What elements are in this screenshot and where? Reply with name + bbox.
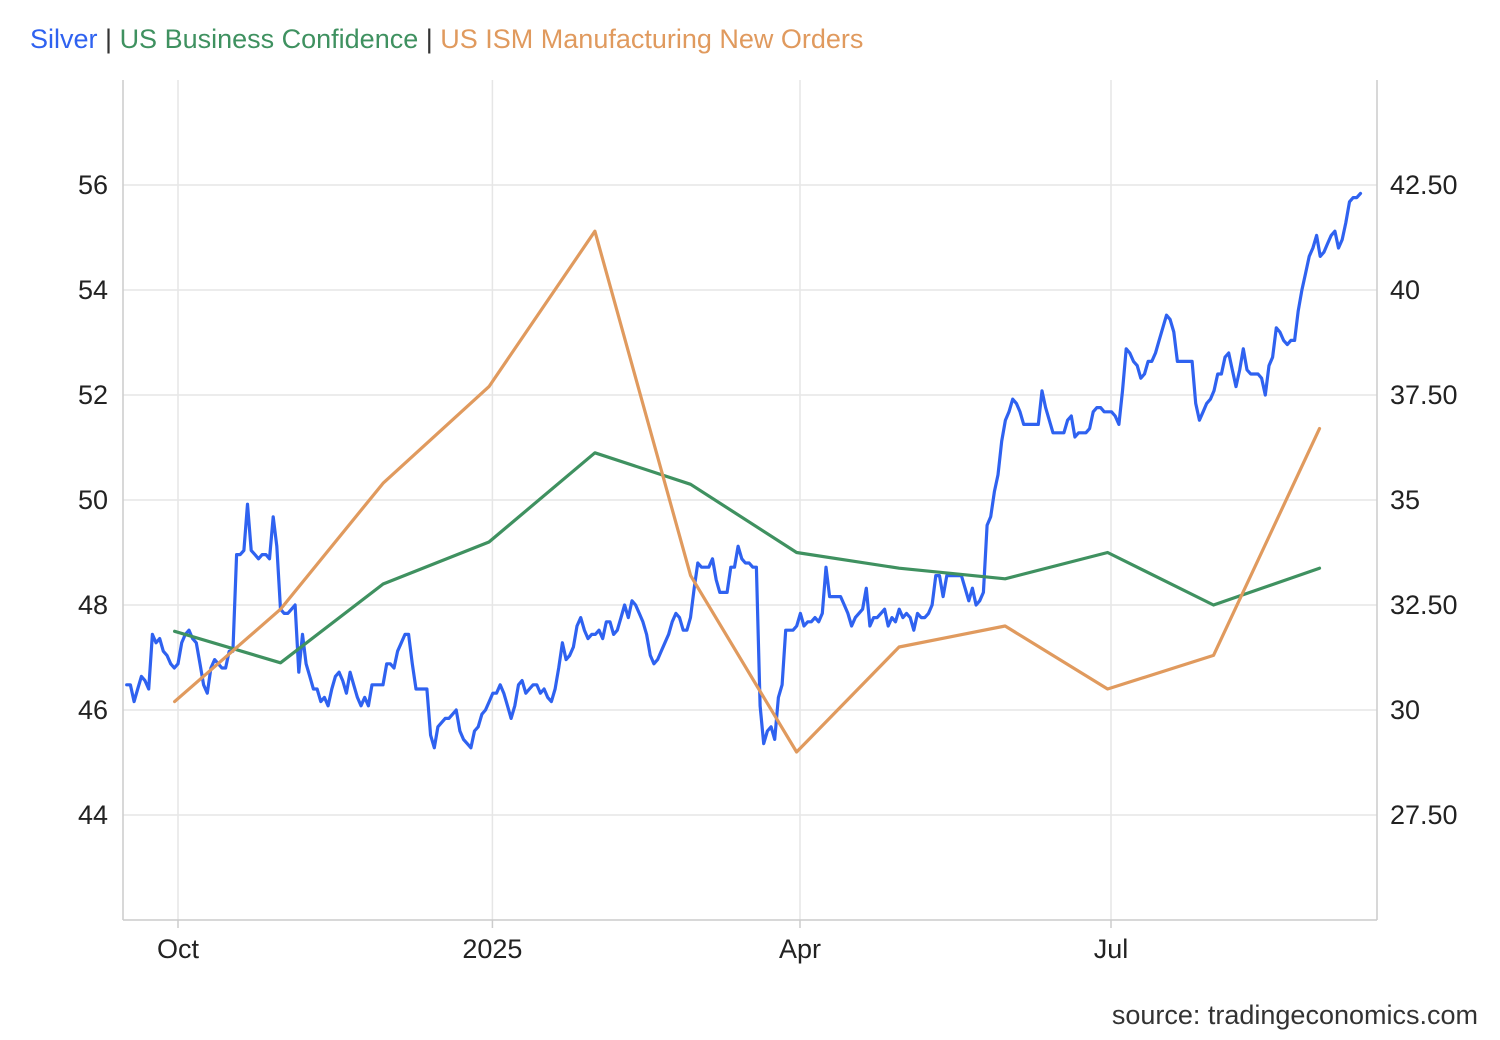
- legend-separator: |: [425, 24, 433, 54]
- legend-ism-new-orders[interactable]: US ISM Manufacturing New Orders: [440, 24, 864, 54]
- source-credit: source: tradingeconomics.com: [1111, 1000, 1478, 1030]
- x-axis-tick: Jul: [1094, 934, 1129, 964]
- series-line-us-ism-manufacturing-new-orders: [173, 229, 1322, 754]
- series-line-silver: [125, 191, 1363, 750]
- right-axis-tick: 42.50: [1390, 170, 1458, 200]
- legend-us-business-confidence[interactable]: US Business Confidence: [119, 24, 419, 54]
- chart-series: [125, 191, 1363, 754]
- legend-separator: |: [105, 24, 113, 54]
- right-axis-tick: 40: [1390, 275, 1420, 305]
- x-axis-tick: Oct: [157, 934, 200, 964]
- right-axis-tick: 30: [1390, 695, 1420, 725]
- x-axis-tick: 2025: [462, 934, 522, 964]
- right-axis-tick: 37.50: [1390, 380, 1458, 410]
- left-axis-tick: 56: [78, 170, 108, 200]
- left-axis-tick: 54: [78, 275, 108, 305]
- chart-grid: [123, 80, 1377, 920]
- left-axis-tick: 46: [78, 695, 108, 725]
- chart-legend: Silver | US Business Confidence | US ISM…: [30, 24, 863, 55]
- series-line-us-business-confidence: [173, 451, 1322, 665]
- right-axis-tick: 32.50: [1390, 590, 1458, 620]
- chart-ticks: 56 54 52 50 48 46 44 42.50 40 37.50 35 32.50 30 27.50…: [78, 170, 1458, 964]
- right-axis-tick: 27.50: [1390, 800, 1458, 830]
- right-axis-tick: 35: [1390, 485, 1420, 515]
- left-axis-tick: 44: [78, 800, 108, 830]
- x-axis-tick: Apr: [779, 934, 821, 964]
- line-chart: 56 54 52 50 48 46 44 42.50 40 37.50 35 32.50 30 27.50…: [78, 80, 1458, 964]
- left-axis-tick: 50: [78, 485, 108, 515]
- chart-axes: [122, 80, 1378, 928]
- left-axis-tick: 52: [78, 380, 108, 410]
- left-axis-tick: 48: [78, 590, 108, 620]
- legend-silver[interactable]: Silver: [30, 24, 98, 54]
